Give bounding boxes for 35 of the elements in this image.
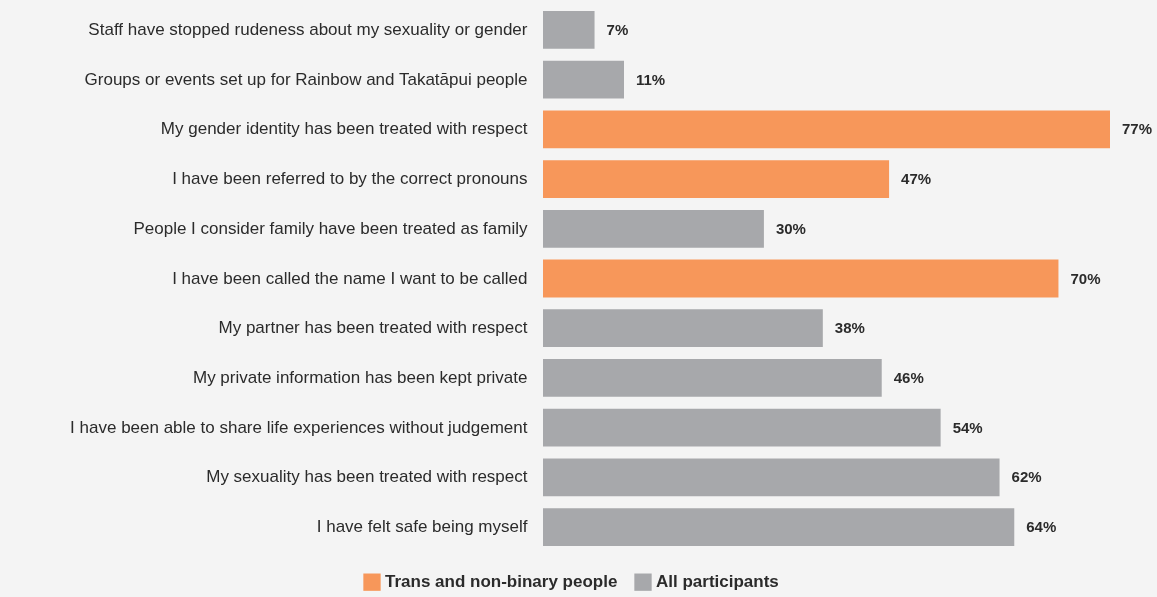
- y-tick-label: My sexuality has been treated with respect: [206, 467, 528, 487]
- bar: [543, 160, 890, 198]
- data-label: 30%: [775, 219, 806, 237]
- legend-label: All participants: [656, 572, 779, 592]
- y-tick-label: My gender identity has been treated with respect: [160, 119, 528, 139]
- data-label: 7%: [606, 20, 629, 38]
- y-tick-label: My partner has been treated with respect: [218, 318, 528, 338]
- y-tick-label: I have felt safe being myself: [316, 517, 528, 537]
- y-tick-label: My private information has been kept private: [192, 367, 528, 387]
- legend-label: Trans and non-binary people: [385, 572, 618, 592]
- data-label: 54%: [952, 418, 983, 436]
- y-tick-label: I have been called the name I want to be called: [172, 268, 528, 288]
- data-label: 70%: [1070, 269, 1101, 287]
- bar: [543, 60, 624, 99]
- data-label: 46%: [893, 368, 924, 386]
- y-tick-label: People I consider family have been treated as family: [133, 218, 528, 238]
- bar: [543, 359, 882, 397]
- data-label: 64%: [1026, 518, 1057, 536]
- y-tick-label: I have been referred to by the correct pronouns: [172, 169, 528, 189]
- y-tick-label: I have been able to share life experiences without judgement: [70, 417, 528, 437]
- data-label: 77%: [1122, 120, 1153, 138]
- bar: [543, 209, 764, 248]
- bar: [543, 458, 1000, 497]
- y-tick-label: Groups or events set up for Rainbow and Takatāpui people: [84, 69, 528, 89]
- data-label: 47%: [901, 170, 932, 188]
- bar: [543, 10, 595, 49]
- bar: [543, 408, 941, 447]
- y-tick-label: Staff have stopped rudeness about my sexuality or gender: [88, 19, 528, 39]
- bar: [543, 309, 823, 348]
- data-label: 62%: [1011, 468, 1042, 486]
- bar: [543, 259, 1059, 298]
- data-label: 38%: [834, 319, 865, 337]
- bar: [543, 508, 1015, 547]
- data-label: 11%: [636, 70, 666, 88]
- bar: [543, 110, 1110, 149]
